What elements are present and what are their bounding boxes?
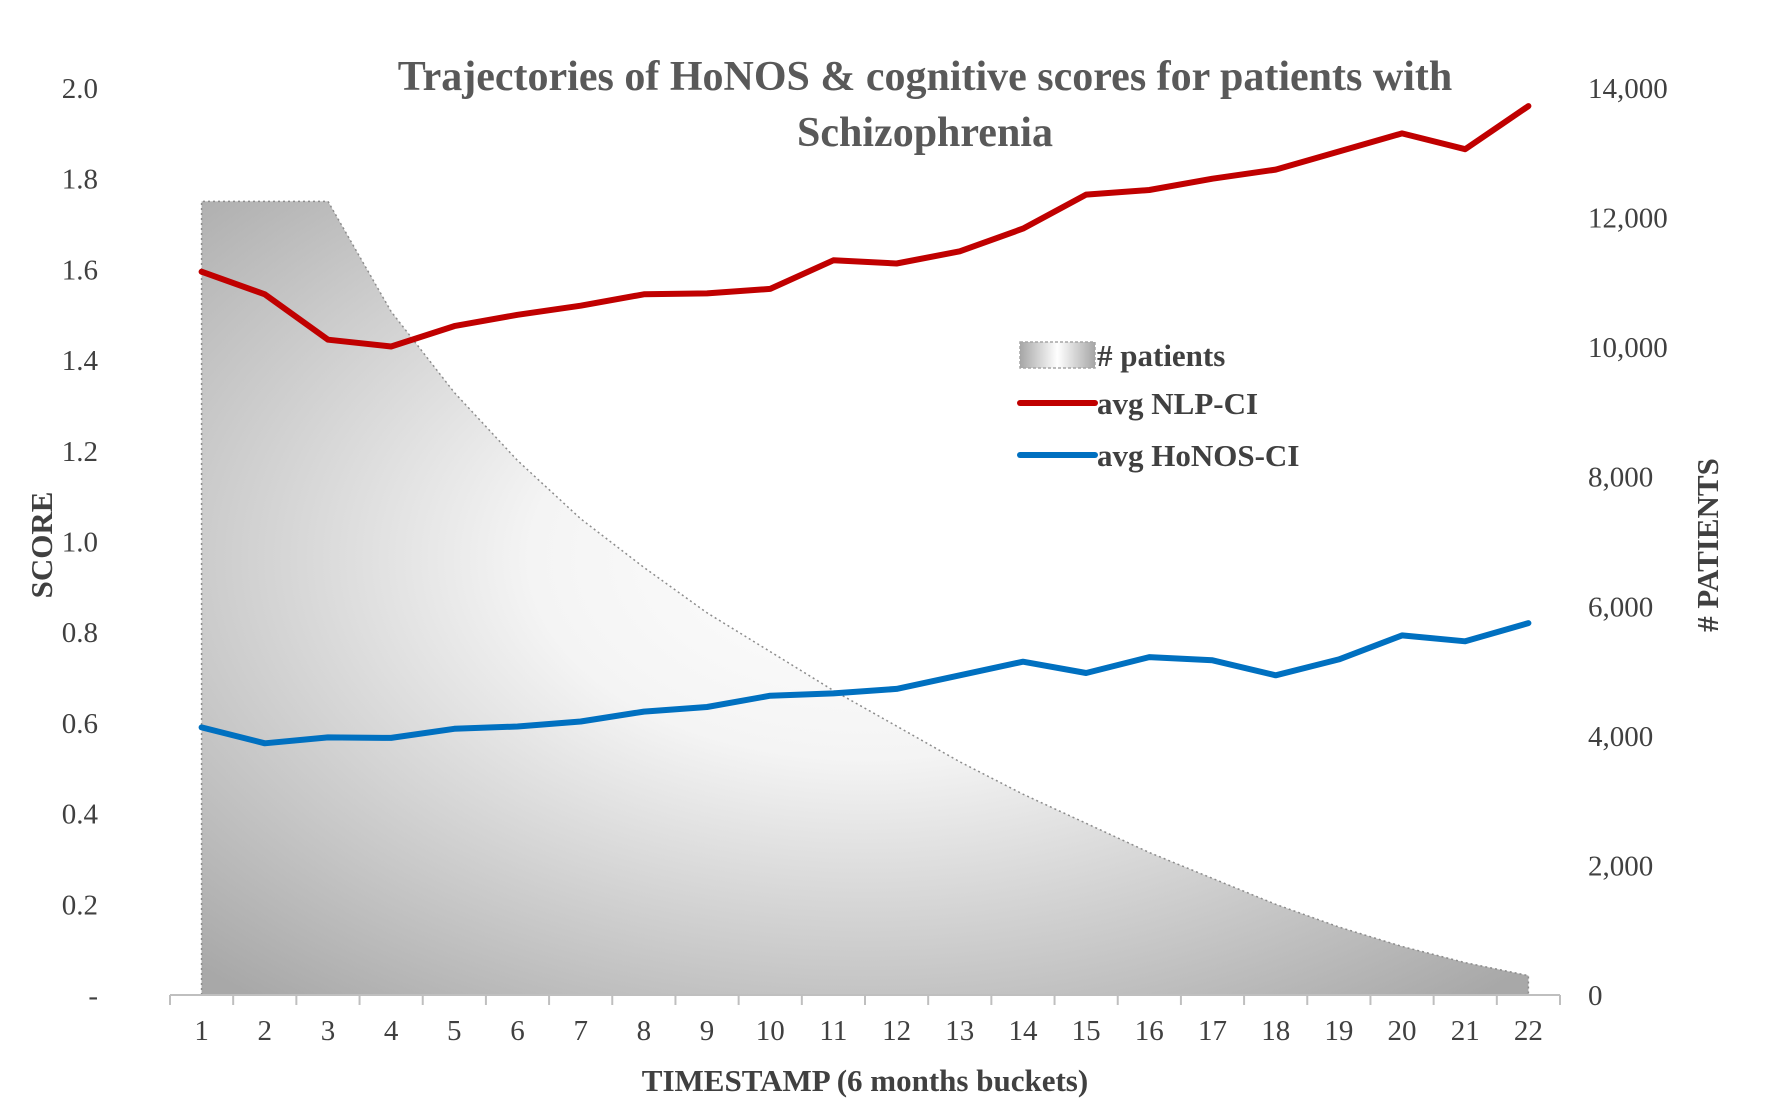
x-tick-label: 21 xyxy=(1451,1015,1480,1047)
y-right-tick-label: 6,000 xyxy=(1588,591,1653,623)
x-tick-label: 13 xyxy=(945,1015,974,1047)
series-avg-honos-ci xyxy=(198,620,1532,747)
x-tick-label: 17 xyxy=(1198,1015,1227,1047)
x-tick-label: 6 xyxy=(510,1015,525,1047)
y-left-tick-label: - xyxy=(88,980,98,1012)
y-left-tick-label: 1.4 xyxy=(62,345,99,377)
y-right-tick-label: 12,000 xyxy=(1588,203,1668,235)
x-tick-label: 5 xyxy=(447,1015,462,1047)
y-right-tick-label: 14,000 xyxy=(1588,73,1668,105)
x-tick-label: 14 xyxy=(1009,1015,1039,1047)
x-tick-label: 2 xyxy=(258,1015,273,1047)
x-tick-label: 15 xyxy=(1072,1015,1101,1047)
y-right-tick-label: 0 xyxy=(1588,980,1603,1012)
y-right-tick-label: 2,000 xyxy=(1588,850,1653,882)
y-right-tick-label: 4,000 xyxy=(1588,721,1653,753)
legend-label-patients: # patients xyxy=(1097,338,1225,373)
y-left-tick-label: 0.2 xyxy=(62,889,98,921)
y-left-tick-label: 0.4 xyxy=(62,799,99,831)
chart-title-line2: Schizophrenia xyxy=(797,110,1053,156)
y-left-tick-label: 1.2 xyxy=(62,436,98,468)
x-tick-label: 18 xyxy=(1261,1015,1290,1047)
x-tick-label: 12 xyxy=(882,1015,911,1047)
y-right-tick-label: 8,000 xyxy=(1588,462,1653,494)
y-left-tick-label: 1.8 xyxy=(62,164,98,196)
legend-label-honos-ci: avg HoNOS-CI xyxy=(1097,438,1299,473)
chart-title-line1: Trajectories of HoNOS & cognitive scores… xyxy=(398,54,1452,100)
x-tick-label: 10 xyxy=(756,1015,785,1047)
y-left-tick-label: 0.8 xyxy=(62,617,98,649)
x-tick-label: 19 xyxy=(1324,1015,1353,1047)
x-tick-label: 9 xyxy=(700,1015,715,1047)
legend-item-honos-ci: avg HoNOS-CI xyxy=(1017,438,1299,473)
y-left-tick-label: 2.0 xyxy=(62,73,98,105)
x-tick-label: 7 xyxy=(573,1015,588,1047)
patients-area-layer xyxy=(200,200,1530,996)
x-tick-label: 1 xyxy=(194,1015,209,1047)
x-tick-label: 8 xyxy=(637,1015,652,1047)
score-lines xyxy=(198,103,1532,747)
x-tick-label: 20 xyxy=(1388,1015,1417,1047)
legend-label-nlp-ci: avg NLP-CI xyxy=(1097,386,1258,421)
patients-area xyxy=(200,200,1530,996)
y-axis-right-title: # PATIENTS xyxy=(1690,458,1725,632)
x-tick-label: 4 xyxy=(384,1015,399,1047)
x-tick-label: 22 xyxy=(1514,1015,1543,1047)
legend-item-nlp-ci: avg NLP-CI xyxy=(1017,386,1258,421)
x-tick-label: 16 xyxy=(1135,1015,1164,1047)
y-left-tick-label: 1.6 xyxy=(62,254,98,286)
x-tick-label: 11 xyxy=(819,1015,847,1047)
y-axis-left-title: SCORE xyxy=(24,492,59,599)
legend-item-patients: # patients xyxy=(1019,338,1225,373)
x-axis-title: TIMESTAMP (6 months buckets) xyxy=(642,1063,1088,1098)
axes: 1 2 3 4 5 6 7 8 9 10 11 12 13 14 15 16 17 18 19 20 21 22-0.20… xyxy=(62,73,1668,1047)
y-right-tick-label: 10,000 xyxy=(1588,332,1668,364)
series-avg-nlp-ci xyxy=(198,103,1532,350)
x-tick-label: 3 xyxy=(321,1015,336,1047)
y-left-tick-label: 0.6 xyxy=(62,708,98,740)
series-line-avg-nlp-ci xyxy=(198,103,1532,350)
legend: # patients avg NLP-CI avg HoNOS-CI xyxy=(1017,338,1299,473)
y-left-tick-label: 1.0 xyxy=(62,527,98,559)
legend-swatch-patients xyxy=(1019,341,1096,369)
series-line-avg-honos-ci xyxy=(198,620,1532,747)
